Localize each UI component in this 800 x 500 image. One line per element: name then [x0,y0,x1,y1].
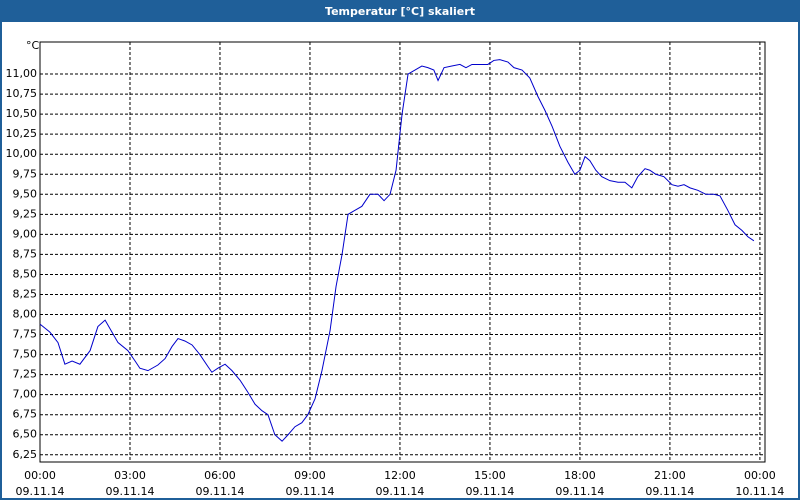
y-tick-label: 10,00 [6,147,38,160]
data-line [39,59,755,442]
y-tick-label: 9,00 [13,227,38,240]
x-tick-label: 21:00 09.11.14 [645,469,695,498]
x-tick-label: 15:00 09.11.14 [465,469,515,498]
title-bar: Temperatur [°C] skaliert [2,2,798,22]
x-tick-label: 09:00 09.11.14 [285,469,335,498]
y-tick-label: 6,75 [13,408,38,421]
plot-area [39,41,766,463]
y-tick-label: 7,25 [13,368,38,381]
y-tick-label: 8,75 [13,247,38,260]
y-tick-label: 9,50 [13,187,38,200]
y-tick-label: 8,25 [13,287,38,300]
y-tick-label: 9,25 [13,207,38,220]
x-tick-label: 03:00 09.11.14 [105,469,155,498]
y-tick-label: 7,50 [13,348,38,361]
x-tick-label: 06:00 09.11.14 [195,469,245,498]
x-tick-label: 12:00 09.11.14 [375,469,425,498]
y-tick-label: 10,50 [6,107,38,120]
y-tick-label: 10,25 [6,127,38,140]
y-axis-label: °C [26,39,40,52]
y-tick-label: 7,75 [13,328,38,341]
x-tick-label: 18:00 09.11.14 [555,469,605,498]
y-tick-label: 9,75 [13,167,38,180]
y-tick-label: 6,50 [13,428,38,441]
y-tick-label: 10,75 [6,87,38,100]
y-tick-label: 6,25 [13,448,38,461]
y-tick-label: 8,50 [13,267,38,280]
x-tick-label: 00:00 09.11.14 [15,469,65,498]
y-tick-label: 8,00 [13,308,38,321]
x-tick-label: 00:00 10.11.14 [735,469,785,498]
y-tick-label: 7,00 [13,388,38,401]
y-tick-label: 11,00 [6,67,38,80]
